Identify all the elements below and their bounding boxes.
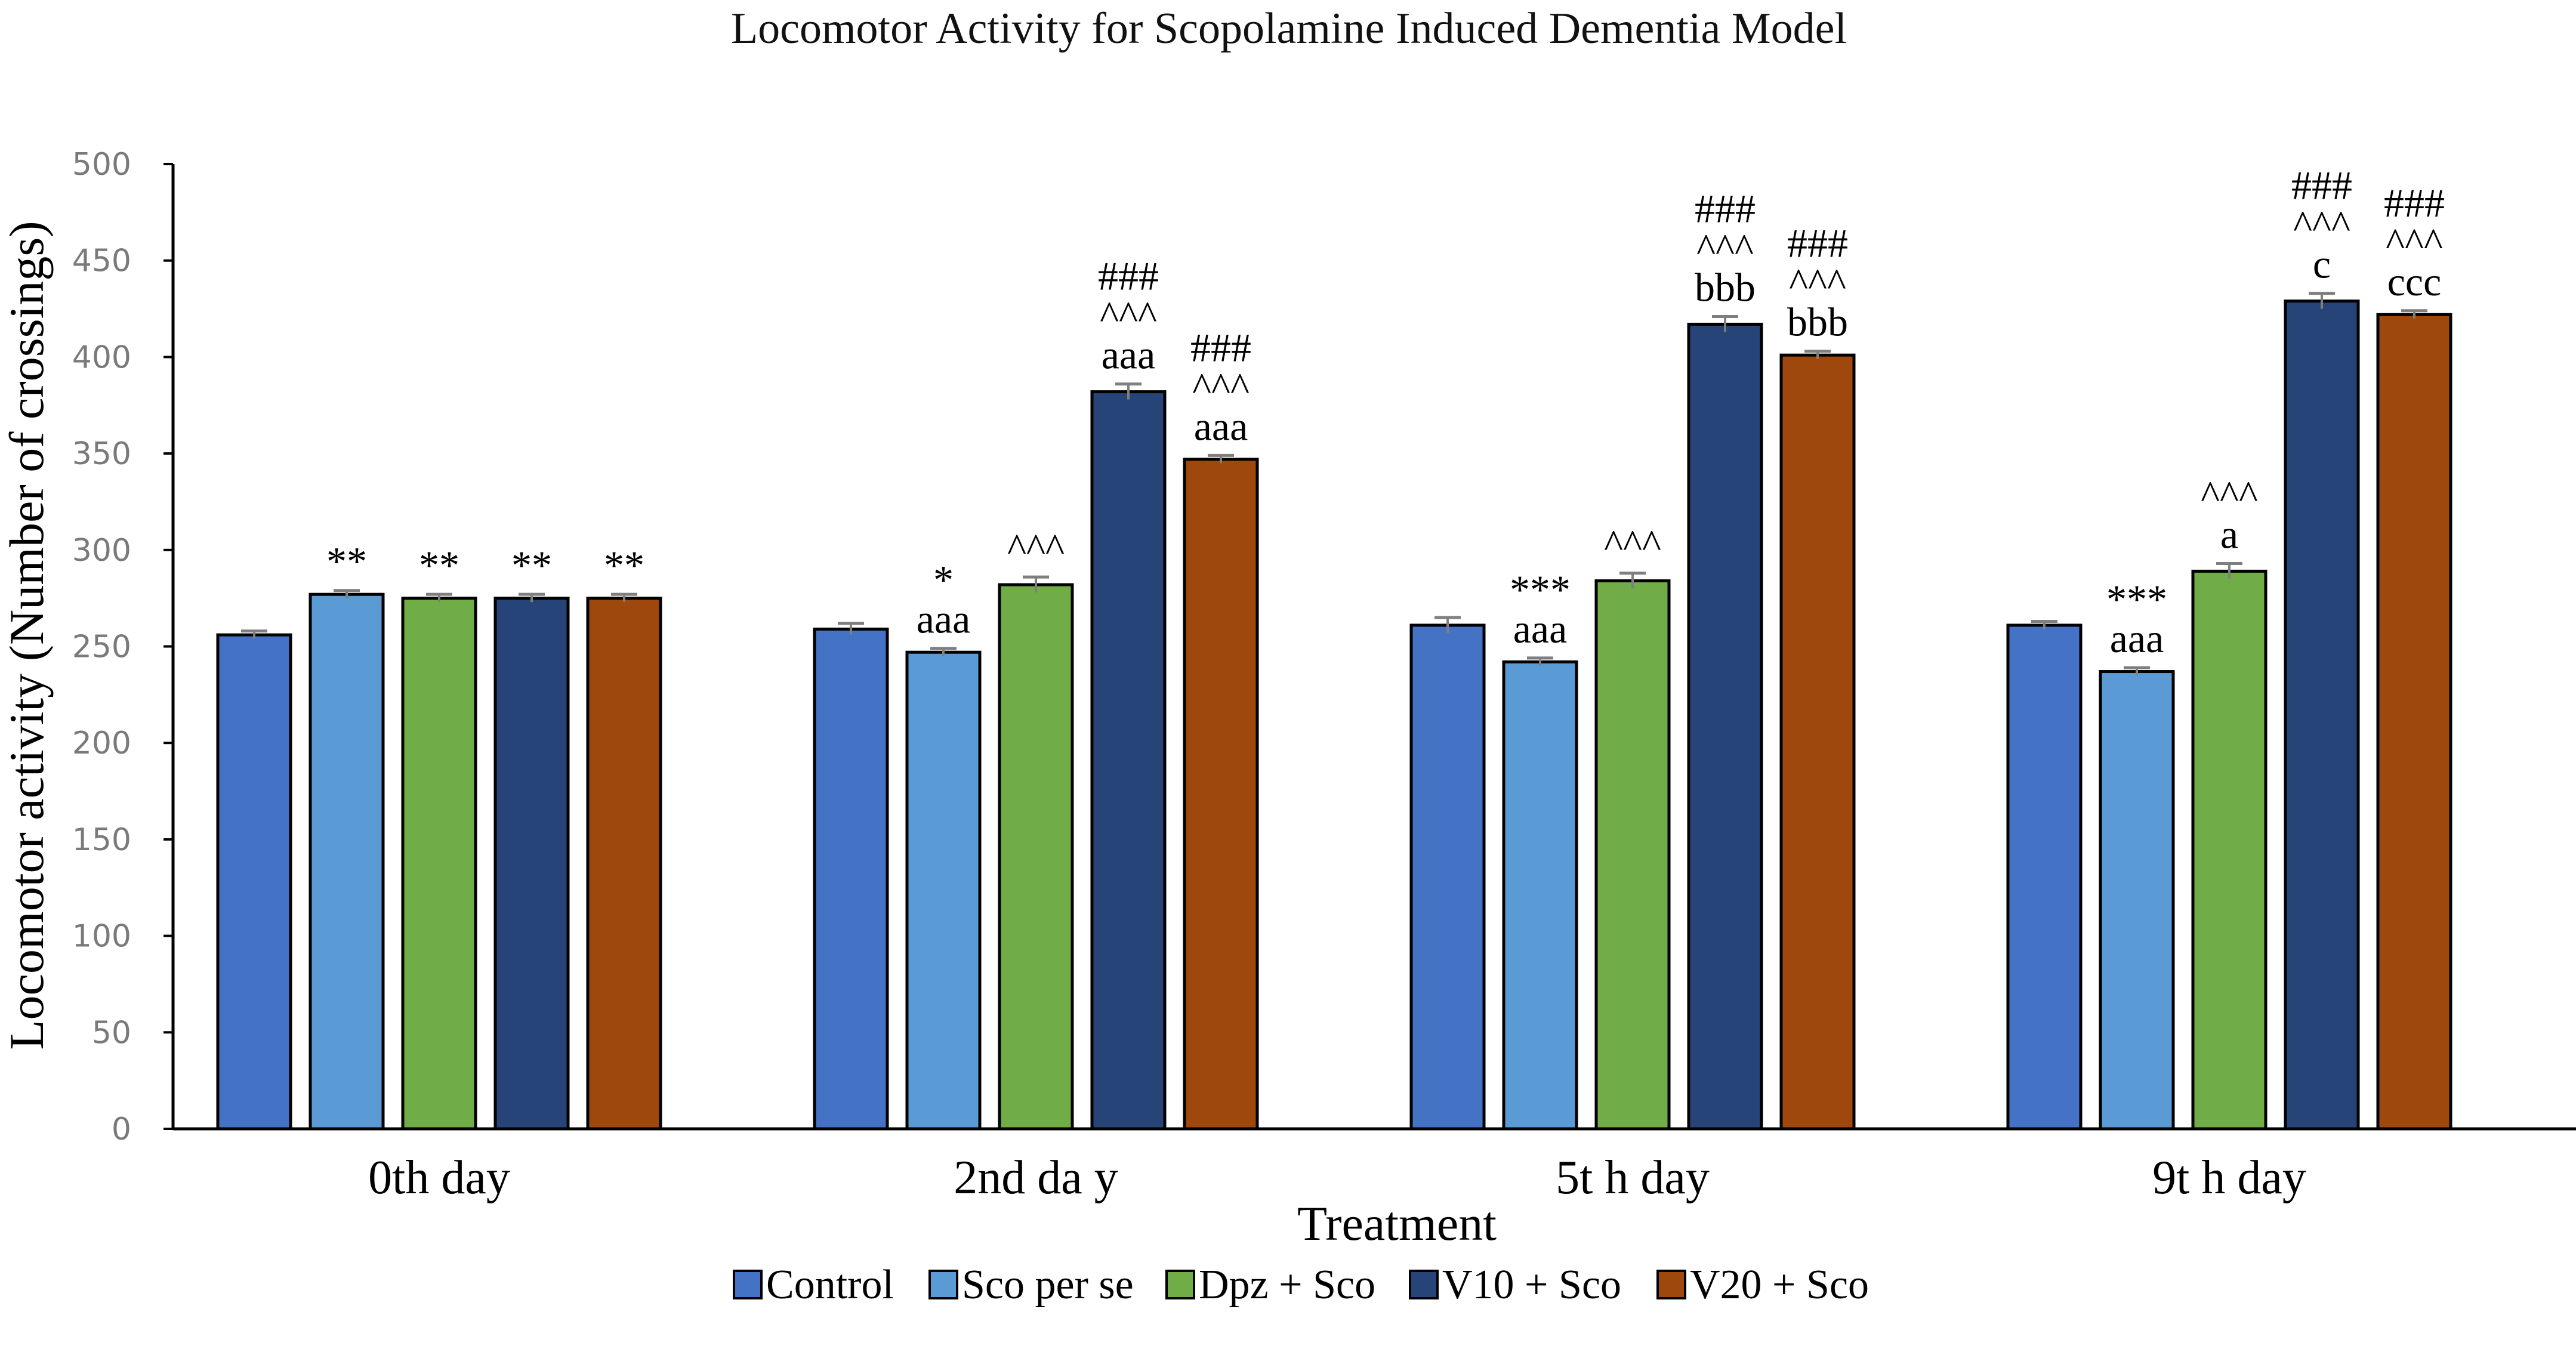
significance-label: c [2313, 242, 2331, 287]
bar [1687, 322, 1763, 1131]
bar [493, 597, 570, 1131]
legend-label: V10 + Sco [1442, 1262, 1621, 1308]
x-axis-title: Treatment [1297, 1196, 1497, 1251]
y-tick-label: 350 [72, 436, 131, 472]
legend-swatch [1656, 1270, 1686, 1299]
significance-label: ^^^ [1604, 521, 1661, 567]
significance-label: ### [1787, 221, 1848, 266]
significance-label: ** [604, 542, 644, 588]
y-axis-title: Locomotor activity (Number of crossings) [0, 221, 54, 1049]
bar [401, 597, 477, 1131]
significance-label: ^^^ [1192, 364, 1250, 409]
significance-label: ### [1695, 186, 1756, 231]
significance-label: ### [1190, 325, 1251, 370]
chart-title: Locomotor Activity for Scopolamine Induc… [731, 4, 1847, 53]
significance-label: aaa [1102, 332, 1156, 378]
y-tick-label: 500 [72, 147, 131, 183]
significance-label: ^^^ [1696, 225, 1754, 270]
significance-label: ** [326, 539, 367, 584]
bars-group: ** ** ** **aaa*^^^aaa^^^###aaa^^^###aaa***^… [216, 163, 2452, 1131]
significance-label: bbb [1787, 300, 1848, 345]
bar [1779, 353, 1856, 1131]
y-tick-label: 50 [92, 1015, 131, 1051]
significance-label: a [2220, 511, 2238, 557]
bar [998, 583, 1074, 1131]
significance-label: ^^^ [2386, 220, 2443, 265]
y-tick-label: 150 [72, 822, 131, 858]
bar [586, 597, 662, 1131]
significance-label: ** [511, 542, 552, 588]
significance-label: ### [2384, 180, 2445, 226]
significance-label: bbb [1695, 264, 1756, 310]
bar [1090, 390, 1167, 1131]
bar [1183, 458, 1259, 1131]
significance-label: aaa [1194, 403, 1248, 449]
x-tick-label: 2nd da y [954, 1151, 1118, 1204]
x-tick-label: 5t h day [1556, 1151, 1710, 1204]
legend-swatch [1165, 1270, 1195, 1299]
significance-label: *** [2106, 576, 2167, 622]
bar [2099, 670, 2175, 1131]
significance-label: ^^^ [1100, 293, 1157, 338]
y-tick-label: 250 [72, 629, 131, 665]
bar [2376, 313, 2452, 1131]
y-tick-label: 200 [72, 726, 131, 761]
significance-label: ### [2291, 163, 2352, 208]
legend-label: Sco per se [962, 1262, 1134, 1308]
significance-label: ^^^ [1007, 525, 1065, 570]
significance-label: aaa [2110, 616, 2164, 661]
significance-label: ** [419, 542, 459, 588]
significance-label: ### [1098, 254, 1159, 299]
significance-label: ^^^ [2293, 202, 2350, 248]
legend-swatch [1409, 1270, 1439, 1299]
legend: Control Sco per se Dpz + Sco V10 + Sco V20 +… [733, 1262, 1869, 1308]
bar [813, 627, 889, 1131]
significance-label: *** [1510, 567, 1571, 612]
y-tick-label: 300 [72, 533, 131, 569]
y-axis: 0 50 100 150 200 250 300 350 400 450 500 [72, 147, 175, 1147]
bar [2006, 623, 2083, 1131]
legend-swatch [928, 1270, 958, 1299]
bar [905, 650, 982, 1131]
x-tick-label: 9t h day [2152, 1151, 2306, 1204]
significance-label: aaa [917, 597, 971, 642]
bar [1502, 660, 1578, 1131]
y-tick-label: 400 [72, 339, 131, 375]
legend-label: V20 + Sco [1690, 1262, 1869, 1308]
significance-label: ccc [2387, 259, 2442, 304]
x-tick-label: 0th day [368, 1151, 510, 1204]
bar [216, 633, 292, 1131]
y-tick-label: 450 [72, 243, 131, 279]
legend-label: Dpz + Sco [1199, 1262, 1375, 1308]
significance-label: ^^^ [1789, 260, 1846, 305]
significance-label: ^^^ [2201, 472, 2258, 517]
legend-swatch [733, 1270, 763, 1299]
y-tick-label: 100 [72, 919, 131, 955]
x-axis: 0th day 2nd da y 5t h day 9t h day [173, 1127, 2576, 1204]
significance-label: aaa [1513, 606, 1568, 652]
y-tick-label: 0 [112, 1112, 131, 1147]
bar [2284, 300, 2360, 1131]
bar [1409, 623, 1486, 1131]
bar [308, 592, 385, 1131]
legend-label: Control [766, 1262, 894, 1308]
bar [2191, 569, 2268, 1131]
bar [1594, 579, 1671, 1131]
significance-label: * [933, 557, 954, 603]
